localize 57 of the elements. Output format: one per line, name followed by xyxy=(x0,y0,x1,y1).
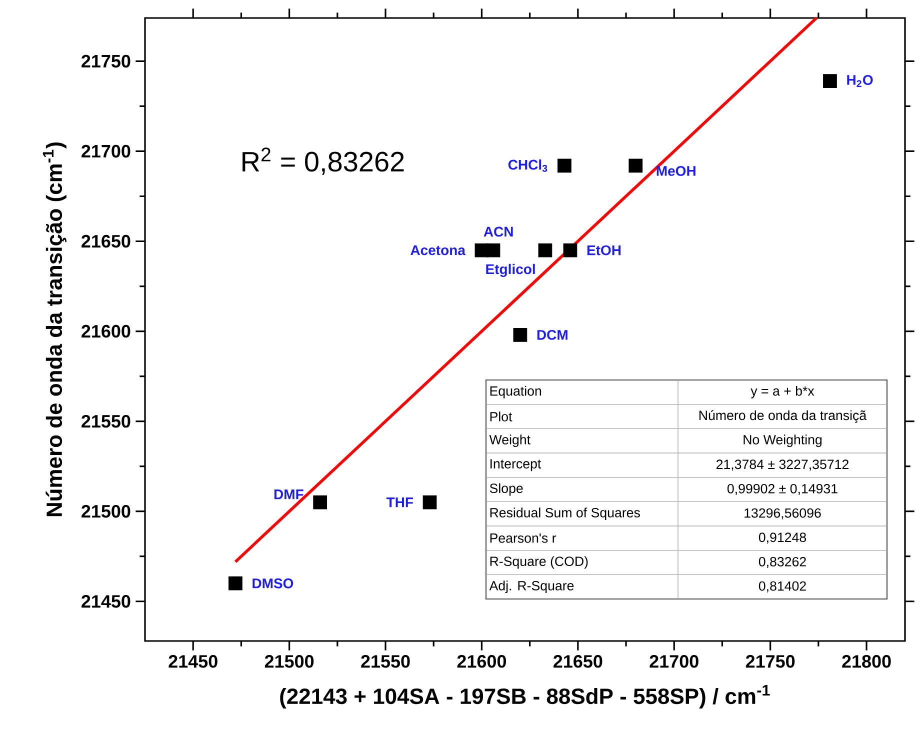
y-tick-label: 21450 xyxy=(82,595,130,608)
y-tick-label: 21500 xyxy=(82,504,130,518)
point xyxy=(228,576,242,590)
annotation: ACN xyxy=(484,226,513,237)
annotation: 13296,56096 xyxy=(744,508,821,520)
y-tick-label: 21750 xyxy=(82,54,130,68)
x-tick-label: 21500 xyxy=(264,655,314,668)
annotation: Plot xyxy=(490,412,512,422)
annotation: Equation xyxy=(490,386,542,398)
annotation: 0,99902 ± 0,14931 xyxy=(727,484,838,495)
point xyxy=(628,158,643,173)
y-tick-label: 21600 xyxy=(82,324,130,338)
annotation: 0,91248 xyxy=(758,532,806,544)
x-tick-label: 21650 xyxy=(554,655,602,668)
annotation: CHCl$_{3}$ xyxy=(508,159,548,172)
x-tick-label: 21700 xyxy=(650,655,698,668)
y-axis-title: Número de onda da transição (cm$^{-1}$) xyxy=(42,142,66,516)
annotation: Residual Sum of Squares xyxy=(490,508,640,520)
point xyxy=(486,243,500,258)
x-tick-label: 21450 xyxy=(168,655,218,668)
annotation: y = a + b*x xyxy=(750,386,814,398)
annotation: Número de onda da transiçã xyxy=(699,410,867,423)
y-tick-label: 21550 xyxy=(82,414,130,428)
annotation: Adj. R-Square xyxy=(489,580,574,594)
annotation: Slope xyxy=(490,483,523,496)
annotation: R$^{2}$ = 0,83262 xyxy=(242,148,404,175)
annotation: 21,3784 ± 3227,35712 xyxy=(716,460,848,471)
x-tick-label: 21750 xyxy=(746,655,795,668)
annotation: Acetona xyxy=(410,245,466,256)
annotation: Intercept xyxy=(490,459,542,472)
annotation: R-Square (COD) xyxy=(490,556,588,569)
point xyxy=(563,243,578,258)
point xyxy=(513,328,528,342)
point xyxy=(538,243,552,258)
annotation: DCM xyxy=(537,330,568,340)
annotation: DMSO xyxy=(252,578,294,588)
annotation: Pearson's r xyxy=(490,533,556,543)
annotation: DMF xyxy=(274,490,304,500)
annotation: EtOH xyxy=(587,245,621,256)
point xyxy=(313,495,328,510)
annotation: Weight xyxy=(489,434,530,448)
annotation: H$_{2}$O xyxy=(847,75,873,87)
annotation: THF xyxy=(386,498,413,508)
y-tick-label: 21700 xyxy=(82,144,130,158)
x-tick-label: 21550 xyxy=(361,655,410,668)
point xyxy=(823,74,837,88)
y-tick-label: 21650 xyxy=(82,234,130,248)
annotation: No Weighting xyxy=(744,434,822,448)
annotation: MeOH xyxy=(656,166,696,176)
point xyxy=(422,495,437,510)
x-axis-title: (22143 + 104SA - 197SB - 88SdP - 558SP) / cm$^{-1}$ xyxy=(280,684,770,708)
x-tick-label: 21600 xyxy=(457,655,506,668)
annotation: Etglicol xyxy=(486,264,535,277)
x-tick-label: 21800 xyxy=(842,655,891,668)
annotation: 0,81402 xyxy=(758,581,806,592)
annotation: 0,83262 xyxy=(758,556,806,568)
point xyxy=(558,158,572,173)
